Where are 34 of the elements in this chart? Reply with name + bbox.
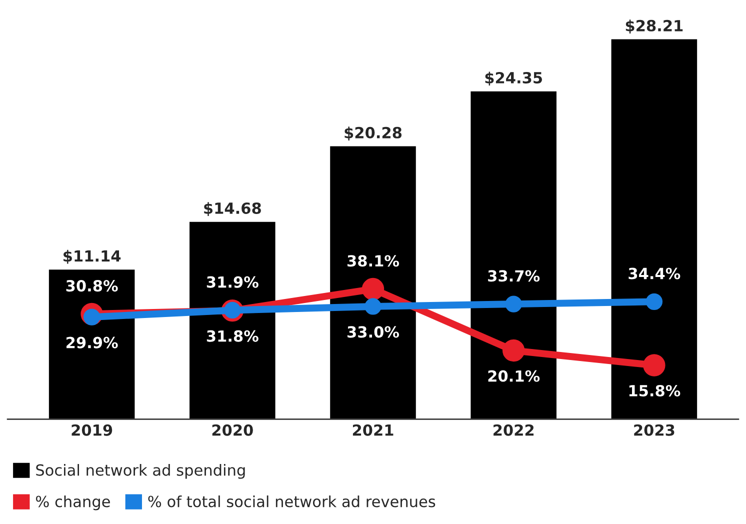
data-label: 38.1% [348, 255, 400, 267]
point [502, 339, 525, 362]
point [362, 278, 384, 300]
legend-label: Social network ad spending [36, 464, 245, 479]
data-label: $20.28 [344, 126, 402, 140]
bar [469, 90, 558, 420]
data-label: $14.68 [204, 202, 261, 216]
bar [328, 144, 418, 420]
x-tick-label: 2019 [72, 424, 112, 436]
legend-label: % change [36, 495, 110, 510]
x-tick-label: 2020 [212, 424, 253, 436]
data-label: 33.7% [488, 270, 540, 282]
data-label: 34.4% [628, 268, 680, 280]
data-label: 20.1% [488, 370, 540, 382]
point [364, 298, 382, 315]
data-label: 29.9% [66, 336, 118, 348]
point [646, 293, 663, 310]
x-tick-label: 2021 [352, 424, 394, 436]
data-label: 30.8% [66, 280, 118, 292]
bar [48, 268, 136, 420]
data-label: $28.21 [626, 20, 683, 34]
data-label: 33.0% [348, 326, 400, 338]
x-tick-label: 2023 [634, 424, 674, 436]
data-label: $11.14 [64, 250, 121, 264]
x-tick-label: 2022 [494, 424, 534, 436]
data-label: 15.8% [629, 384, 680, 396]
point [505, 296, 522, 312]
point [643, 354, 666, 376]
data-label: $24.35 [485, 72, 542, 86]
legend-label: % of total social network ad revenues [148, 495, 436, 508]
data-label: 31.8% [206, 330, 258, 342]
bar [610, 38, 698, 420]
bar [188, 220, 277, 420]
data-label: 31.9% [206, 276, 258, 288]
